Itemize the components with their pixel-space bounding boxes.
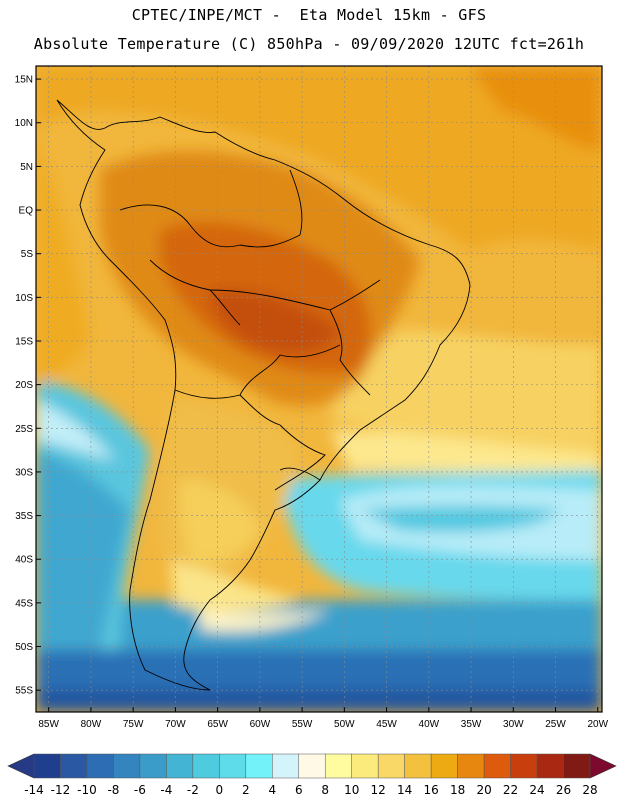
lat-label: 55S bbox=[15, 686, 33, 697]
lat-label: 15N bbox=[15, 75, 33, 86]
lat-label: 30S bbox=[15, 467, 33, 478]
lat-label: 15S bbox=[15, 336, 33, 347]
map-frame bbox=[35, 65, 603, 713]
lon-label: 45W bbox=[376, 719, 397, 730]
graticule bbox=[36, 66, 602, 712]
lon-label: 40W bbox=[419, 719, 440, 730]
colorbar-tick-label: 24 bbox=[529, 783, 544, 797]
lon-label: 35W bbox=[461, 719, 482, 730]
lon-label: 80W bbox=[81, 719, 102, 730]
lat-label: 40S bbox=[15, 555, 33, 566]
colorbar-box bbox=[245, 753, 273, 779]
longitude-labels: 85W 80W 75W 70W 65W 60W 55W 50W 45W 40W 35W 30W 25W 2… bbox=[38, 707, 609, 730]
colorbar-tick-label: 14 bbox=[397, 783, 412, 797]
colorbar-box bbox=[113, 753, 141, 779]
lon-label: 20W bbox=[587, 719, 608, 730]
colorbar-box bbox=[377, 753, 405, 779]
lat-label: 50S bbox=[15, 642, 33, 653]
colorbar-tick-label: -4 bbox=[160, 783, 172, 797]
colorbar-box bbox=[536, 753, 564, 779]
temperature-map: 15N 10N 5N EQ 5S 10S 15S 20S 25S 30S 35S 40S 45S 50S 5… bbox=[15, 65, 609, 730]
map-title-line2: Absolute Temperature (C) 850hPa - 09/09/… bbox=[33, 35, 585, 53]
latitude-labels: 15N 10N 5N EQ 5S 10S 15S 20S 25S 30S 35S 40S 45S 50S 5… bbox=[15, 75, 41, 697]
colorbar-tick-label: -12 bbox=[51, 783, 71, 797]
colorbar-tick-label: 4 bbox=[268, 783, 276, 797]
colorbar-box bbox=[33, 753, 61, 779]
colorbar-tick-label: 0 bbox=[216, 783, 224, 797]
colorbar-tick-label: -14 bbox=[24, 783, 44, 797]
lon-label: 50W bbox=[334, 719, 355, 730]
lon-label: 30W bbox=[503, 719, 524, 730]
colorbar-box bbox=[483, 753, 511, 779]
colorbar-tick-label: 2 bbox=[242, 783, 250, 797]
colorbar-box bbox=[192, 753, 220, 779]
lon-label: 70W bbox=[165, 719, 186, 730]
lon-label: 55W bbox=[292, 719, 313, 730]
lat-label: 10S bbox=[15, 293, 33, 304]
lon-label: 75W bbox=[123, 719, 144, 730]
colorbar-tick-label: -2 bbox=[187, 783, 199, 797]
colorbar-box bbox=[430, 753, 458, 779]
colorbar-tick-label: 20 bbox=[476, 783, 491, 797]
colorbar-tick-label: 18 bbox=[450, 783, 465, 797]
colorbar-tick-label: 28 bbox=[582, 783, 597, 797]
lat-label: 45S bbox=[15, 598, 33, 609]
colorbar-tick-label: 16 bbox=[424, 783, 439, 797]
lon-label: 85W bbox=[38, 719, 59, 730]
lat-label: 25S bbox=[15, 424, 33, 435]
lat-label: 5S bbox=[21, 249, 34, 260]
colorbar-box bbox=[298, 753, 326, 779]
colorbar-tick-label: 8 bbox=[321, 783, 329, 797]
colorbar-box bbox=[404, 753, 432, 779]
lat-label: 10N bbox=[15, 118, 33, 129]
colorbar-tick-label: -8 bbox=[107, 783, 119, 797]
temperature-field bbox=[36, 66, 602, 712]
colorbar-tick-label: 22 bbox=[503, 783, 518, 797]
colorbar-box bbox=[563, 753, 591, 779]
colorbar-under-arrow bbox=[7, 753, 35, 779]
lon-label: 65W bbox=[207, 719, 228, 730]
lat-label: 5N bbox=[20, 162, 33, 173]
colorbar-tick-label: -6 bbox=[134, 783, 146, 797]
colorbar-box bbox=[510, 753, 538, 779]
colorbar-box bbox=[219, 753, 247, 779]
colorbar-tick-label: 10 bbox=[344, 783, 359, 797]
colorbar-box bbox=[166, 753, 194, 779]
colorbar-box bbox=[272, 753, 300, 779]
colorbar-box bbox=[60, 753, 88, 779]
colorbar-tick-label: 26 bbox=[556, 783, 571, 797]
lat-label: 20S bbox=[15, 380, 33, 391]
colorbar-box bbox=[139, 753, 167, 779]
lon-label: 25W bbox=[545, 719, 566, 730]
colorbar-box bbox=[351, 753, 379, 779]
colorbar-box bbox=[457, 753, 485, 779]
colorbar-tick-label: 6 bbox=[295, 783, 303, 797]
colorbar-box bbox=[86, 753, 114, 779]
lon-label: 60W bbox=[250, 719, 271, 730]
map-title-line1: CPTEC/INPE/MCT - Eta Model 15km - GFS bbox=[131, 6, 487, 24]
colorbar-tick-label: 12 bbox=[371, 783, 386, 797]
country-borders bbox=[56, 99, 471, 691]
lat-label: 35S bbox=[15, 511, 33, 522]
lat-label: EQ bbox=[19, 206, 34, 217]
colorbar-over-arrow bbox=[589, 753, 617, 779]
colorbar-tick-label: -10 bbox=[77, 783, 97, 797]
colorbar-box bbox=[324, 753, 352, 779]
